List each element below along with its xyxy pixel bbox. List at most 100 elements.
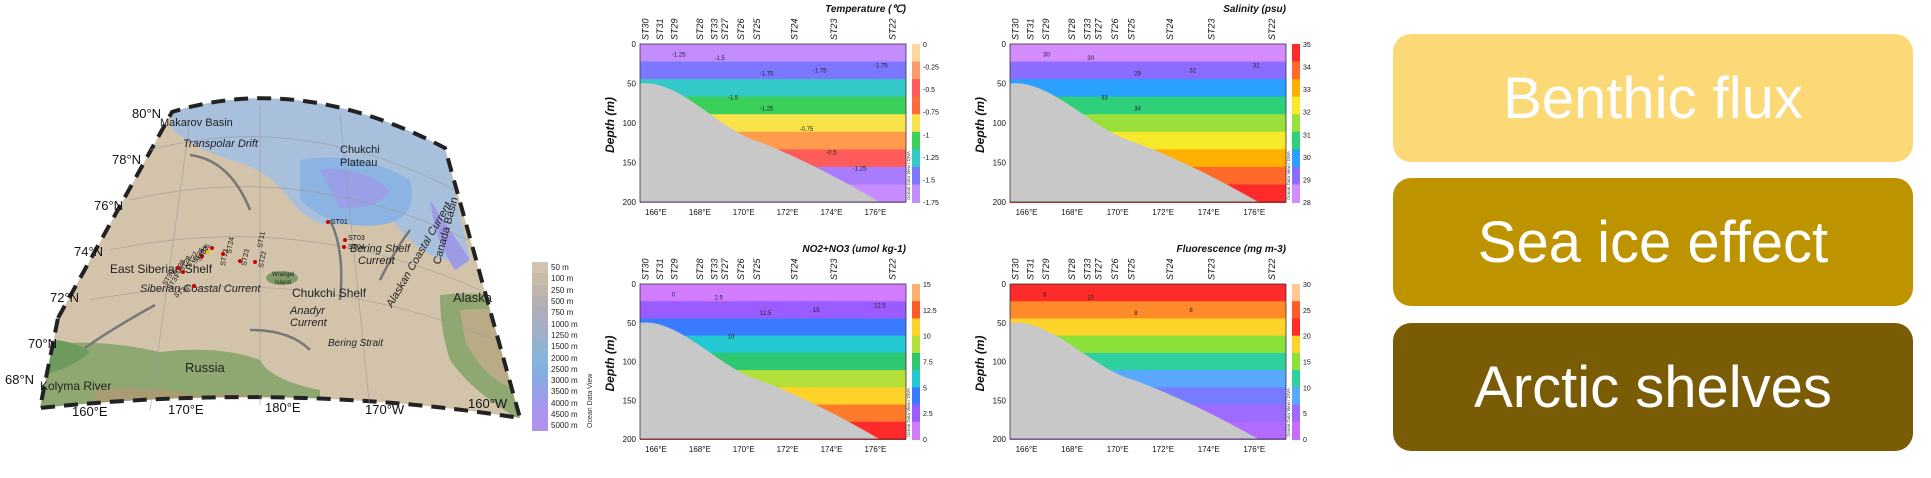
depth-swatch xyxy=(532,273,548,285)
nitrate-panel: NO2+NO3 (umol kg-1) ST30 ST31 ST29 ST28 ST33 S… xyxy=(600,240,960,473)
field-band xyxy=(640,284,906,303)
station-label: ST29 xyxy=(670,18,680,40)
station-label: ST31 xyxy=(655,258,665,280)
colorbar-tick: 15 xyxy=(923,282,931,289)
contour-label: -0.5 xyxy=(826,151,837,157)
label-siberian-coastal: Siberian Coastal Current xyxy=(140,283,261,295)
field-band xyxy=(640,61,906,81)
field-band xyxy=(1010,44,1286,63)
depth-legend-label: 500 m xyxy=(551,297,574,307)
colorbar-segment xyxy=(1292,387,1300,406)
station-label: ST27 xyxy=(1093,17,1103,40)
depth-swatch xyxy=(532,397,548,409)
depth-swatch xyxy=(532,329,548,342)
colorbar-segment xyxy=(912,318,920,337)
colorbar-tick: -1.5 xyxy=(923,177,935,184)
station-label: ST26 xyxy=(1110,258,1120,280)
contour-label: 8 xyxy=(1134,311,1138,317)
colorbar-tick: 5 xyxy=(1303,411,1307,418)
contour-label: 10 xyxy=(728,334,735,340)
plot-frame xyxy=(639,283,907,440)
colorbar-tick: 32 xyxy=(1303,110,1311,117)
contour-label: -1.75 xyxy=(760,72,774,78)
label-bering-shelf-1: Bering Shelf xyxy=(350,243,411,255)
lon-tick: 176°E xyxy=(864,445,886,454)
station-label: ST26 xyxy=(1110,18,1120,40)
depth-legend-label: 2000 m xyxy=(551,353,578,363)
label-bering-shelf-2: Current xyxy=(358,255,396,267)
colorbar-tick: 34 xyxy=(1303,65,1311,72)
station-label: ST24 xyxy=(789,18,799,40)
colorbar-tick: 12.5 xyxy=(923,308,937,315)
keyword-sea-ice-effect: Sea ice effect xyxy=(1393,178,1913,306)
lon-tick: 166°E xyxy=(645,208,667,217)
label-alaska: Alaska xyxy=(453,290,493,305)
contour-label: -1.25 xyxy=(672,53,686,59)
station-label: ST29 xyxy=(670,258,680,280)
depth-swatch xyxy=(532,352,548,364)
colorbar xyxy=(1292,284,1300,440)
colorbar-tick: -1 xyxy=(923,132,929,139)
colorbar-tick: -0.75 xyxy=(923,110,939,117)
depth-legend-label: 2500 m xyxy=(551,364,578,374)
colorbar-segment xyxy=(912,335,920,354)
y-axis-label: Depth (m) xyxy=(973,97,987,153)
panel-title: Salinity (psu) xyxy=(1223,4,1286,15)
y-axis-label: Depth (m) xyxy=(973,336,987,392)
odv-label: Ocean Data View / DIVA xyxy=(1286,151,1291,200)
colorbar-tick: -1.25 xyxy=(923,155,939,162)
depth-swatch xyxy=(532,374,548,387)
depth-tick: 200 xyxy=(623,198,637,207)
depth-legend-row: 2500 m xyxy=(532,363,582,375)
depth-legend-label: 1500 m xyxy=(551,342,578,352)
contour-label: 2.5 xyxy=(714,296,723,302)
contour-label: -1.25 xyxy=(853,166,867,172)
colorbar-segment xyxy=(1292,184,1300,203)
depth-swatch xyxy=(532,284,548,296)
station-label: ST23 xyxy=(1206,18,1216,40)
contour-label: -1.25 xyxy=(760,106,774,112)
lon-tick: 166°E xyxy=(645,445,667,454)
seabed xyxy=(1010,322,1259,439)
lon-tick: 172°E xyxy=(777,208,799,217)
depth-legend-row: 100 m xyxy=(532,273,582,285)
station-label: ST26 xyxy=(736,18,746,40)
temperature-panel: Temperature (℃) ST30 ST31 ST29 ST28 ST33 ST27 S… xyxy=(600,0,960,236)
label-transpolar-drift: Transpolar Drift xyxy=(183,138,259,150)
station-label: ST23 xyxy=(829,18,839,40)
station-label: ST28 xyxy=(1067,18,1077,40)
colorbar-segment xyxy=(1292,149,1300,168)
depth-legend-row: 5000 m xyxy=(532,420,582,432)
label-makarov-basin: Makarov Basin xyxy=(160,117,233,129)
seabed xyxy=(640,83,880,202)
depth-tick: 100 xyxy=(993,119,1007,128)
depth-tick: 100 xyxy=(993,358,1007,367)
depth-legend-label: 1250 m xyxy=(551,330,578,340)
station-label: ST25 xyxy=(752,257,762,280)
field-band xyxy=(1010,284,1286,303)
y-axis-label: Depth (m) xyxy=(603,336,617,392)
colorbar-tick: 5 xyxy=(923,385,927,392)
plot-frame xyxy=(1009,43,1287,203)
colorbar-segment xyxy=(912,404,920,423)
label-east-siberian-shelf: East Siberian Shelf xyxy=(110,262,213,276)
depth-tick: 200 xyxy=(993,198,1007,207)
lon-tick: 174°E xyxy=(1198,445,1220,454)
colorbar-segment xyxy=(912,166,920,186)
lon-tick: 174°E xyxy=(821,208,843,217)
field-band xyxy=(640,96,906,116)
colorbar-segment xyxy=(1292,96,1300,116)
field-band xyxy=(1010,61,1286,81)
depth-swatch xyxy=(532,318,548,330)
depth-swatch xyxy=(532,262,548,274)
colorbar-tick: 35 xyxy=(1303,42,1311,49)
depth-legend-label: 3000 m xyxy=(551,376,578,386)
colorbar-segment xyxy=(912,79,920,98)
colorbar-segment xyxy=(1292,284,1300,303)
field-band xyxy=(640,44,906,63)
depth-legend-row: 3000 m xyxy=(532,374,582,387)
colorbar-tick: 30 xyxy=(1303,155,1311,162)
station-label: ST03 xyxy=(348,235,365,242)
station-label: ST33 xyxy=(1082,258,1092,280)
contour-label: 15 xyxy=(813,308,820,314)
